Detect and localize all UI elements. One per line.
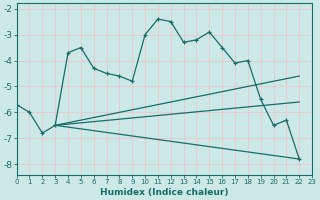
- X-axis label: Humidex (Indice chaleur): Humidex (Indice chaleur): [100, 188, 228, 197]
